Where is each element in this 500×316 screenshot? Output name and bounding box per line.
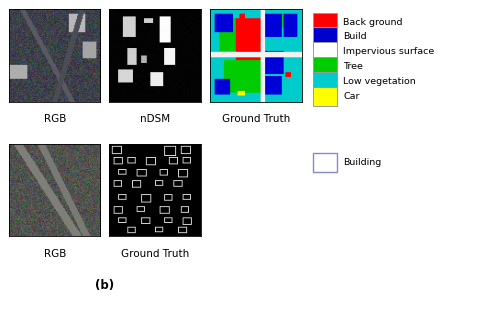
Text: Impervious surface: Impervious surface	[343, 47, 434, 56]
Text: Low vegetation: Low vegetation	[343, 77, 416, 86]
Text: Ground Truth: Ground Truth	[121, 249, 190, 259]
Text: Building: Building	[343, 158, 382, 167]
Text: Build: Build	[343, 33, 366, 41]
Text: nDSM: nDSM	[140, 114, 170, 125]
Text: Ground Truth: Ground Truth	[222, 114, 290, 125]
Text: Back ground: Back ground	[343, 18, 402, 27]
Text: Tree: Tree	[343, 62, 363, 71]
Text: RGB: RGB	[44, 114, 66, 125]
Text: Car: Car	[343, 92, 359, 101]
Text: RGB: RGB	[44, 249, 66, 259]
Text: (b): (b)	[96, 279, 114, 292]
Text: (a): (a)	[146, 144, 165, 157]
